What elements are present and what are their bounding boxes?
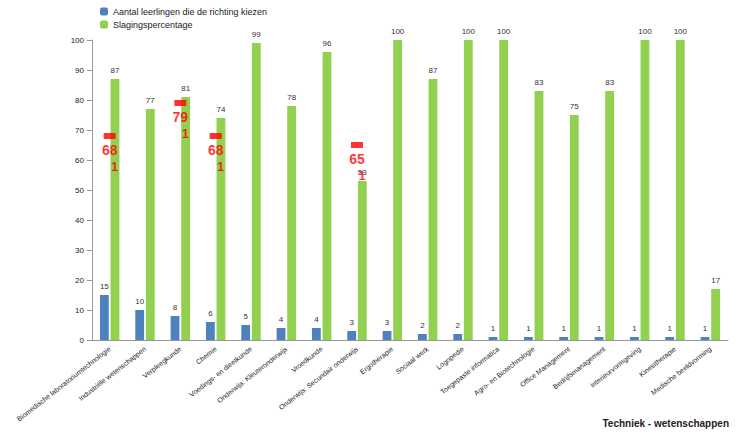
svg-text:77: 77 — [146, 96, 155, 105]
svg-text:60: 60 — [75, 156, 84, 165]
svg-text:75: 75 — [570, 102, 579, 111]
svg-text:100: 100 — [391, 27, 405, 36]
svg-text:1: 1 — [597, 324, 602, 333]
svg-text:17: 17 — [711, 276, 720, 285]
svg-text:Industriële wetenschappen: Industriële wetenschappen — [77, 345, 148, 403]
svg-text:Vroedkunde: Vroedkunde — [290, 345, 324, 374]
svg-text:Agro- en Biotechnologie: Agro- en Biotechnologie — [473, 345, 537, 397]
svg-text:87: 87 — [111, 66, 120, 75]
svg-text:Chemie: Chemie — [195, 345, 218, 365]
svg-text:3: 3 — [349, 318, 354, 327]
svg-text:74: 74 — [217, 105, 226, 114]
svg-text:1: 1 — [561, 324, 566, 333]
svg-text:30: 30 — [75, 246, 84, 255]
svg-text:Sociaal werk: Sociaal werk — [394, 345, 430, 375]
svg-text:100: 100 — [497, 27, 511, 36]
svg-text:1: 1 — [358, 168, 365, 183]
svg-text:78: 78 — [287, 93, 296, 102]
svg-text:100: 100 — [462, 27, 476, 36]
svg-text:Onderwijs: Secundair onderwijs: Onderwijs: Secundair onderwijs — [278, 345, 361, 412]
svg-text:Bedrijfsmanagement: Bedrijfsmanagement — [551, 345, 607, 391]
svg-text:65: 65 — [349, 151, 365, 167]
svg-text:6: 6 — [208, 309, 213, 318]
svg-text:Slagingspercentage: Slagingspercentage — [113, 20, 193, 30]
svg-text:81: 81 — [181, 84, 190, 93]
svg-text:79: 79 — [173, 109, 189, 125]
svg-text:Logopedie: Logopedie — [435, 345, 466, 372]
svg-text:50: 50 — [75, 186, 84, 195]
svg-text:Techniek - wetenschappen: Techniek - wetenschappen — [602, 418, 729, 429]
svg-text:1: 1 — [111, 159, 118, 174]
svg-text:68: 68 — [208, 142, 224, 158]
svg-text:3: 3 — [385, 318, 390, 327]
svg-text:1: 1 — [703, 324, 708, 333]
svg-text:Onderwijs: Kleuteronderwijs: Onderwijs: Kleuteronderwijs — [216, 345, 290, 405]
svg-text:Toegepaste informatica: Toegepaste informatica — [439, 345, 501, 396]
svg-text:10: 10 — [135, 297, 144, 306]
svg-text:0: 0 — [80, 336, 85, 345]
svg-text:Biomedische laboratoriumtechno: Biomedische laboratoriumtechnologie — [15, 345, 112, 423]
svg-text:1: 1 — [217, 159, 224, 174]
svg-text:96: 96 — [323, 39, 332, 48]
svg-text:2: 2 — [420, 321, 425, 330]
svg-text:68: 68 — [102, 142, 118, 158]
svg-text:87: 87 — [429, 66, 438, 75]
svg-text:Ergotherapie: Ergotherapie — [359, 345, 396, 376]
svg-text:Interieurvormgeving: Interieurvormgeving — [589, 345, 643, 389]
svg-text:15: 15 — [100, 282, 109, 291]
svg-text:Aantal leerlingen die de richt: Aantal leerlingen die de richting kiezen — [113, 7, 267, 17]
svg-text:1: 1 — [667, 324, 672, 333]
svg-text:Office Management: Office Management — [518, 345, 572, 389]
svg-text:Kinesitherapie: Kinesitherapie — [637, 345, 678, 379]
svg-text:83: 83 — [535, 78, 544, 87]
svg-text:80: 80 — [75, 96, 84, 105]
svg-text:70: 70 — [75, 126, 84, 135]
svg-text:100: 100 — [71, 36, 85, 45]
svg-text:40: 40 — [75, 216, 84, 225]
svg-text:Voedings- en dieetkunde: Voedings- en dieetkunde — [188, 345, 254, 399]
svg-text:1: 1 — [491, 324, 496, 333]
svg-text:8: 8 — [173, 303, 178, 312]
svg-text:Medische beeldvorming: Medische beeldvorming — [650, 345, 713, 397]
svg-text:10: 10 — [75, 306, 84, 315]
svg-text:1: 1 — [526, 324, 531, 333]
svg-text:99: 99 — [252, 30, 261, 39]
svg-text:83: 83 — [605, 78, 614, 87]
svg-text:2: 2 — [455, 321, 460, 330]
svg-text:90: 90 — [75, 66, 84, 75]
svg-text:100: 100 — [674, 27, 688, 36]
svg-text:4: 4 — [279, 315, 284, 324]
svg-text:1: 1 — [632, 324, 637, 333]
svg-text:1: 1 — [182, 126, 189, 141]
svg-text:Verpleegkunde: Verpleegkunde — [141, 345, 183, 380]
svg-text:20: 20 — [75, 276, 84, 285]
svg-text:100: 100 — [638, 27, 652, 36]
svg-text:5: 5 — [243, 312, 248, 321]
svg-text:4: 4 — [314, 315, 319, 324]
